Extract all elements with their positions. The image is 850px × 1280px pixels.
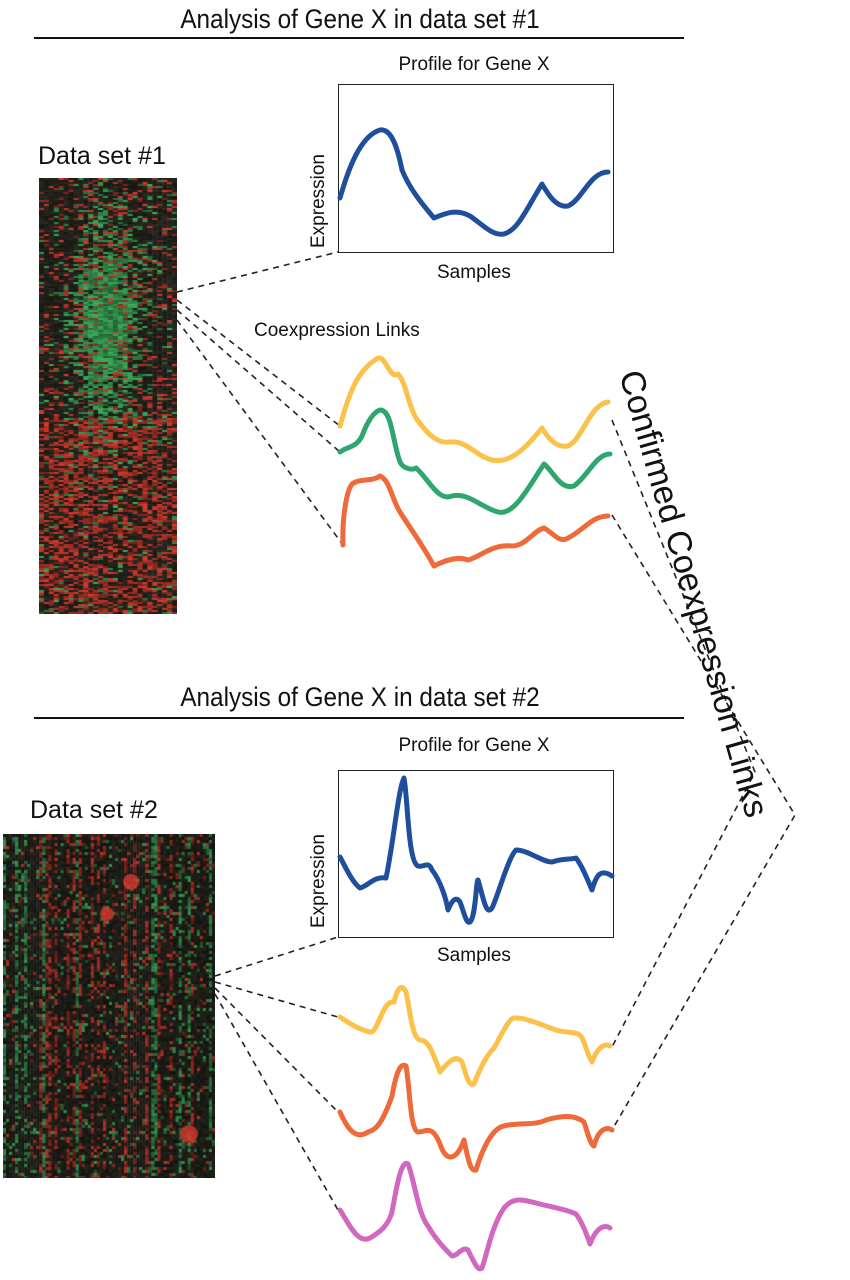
link-dataset1-to-green — [176, 309, 341, 453]
profile2-title: Profile for Gene X — [398, 735, 550, 756]
profile2-x-axis-label: Samples — [437, 945, 511, 966]
link-dataset2-to-yellow — [214, 981, 339, 1018]
coexpression-curve-green — [337, 407, 613, 515]
coexpression-curve-orange — [340, 473, 611, 569]
section1-rule — [34, 37, 684, 39]
profile1-title: Profile for Gene X — [398, 54, 550, 75]
link-dataset2-to-magenta — [214, 993, 339, 1211]
link-dataset2-to-profile — [214, 936, 339, 977]
coexpression-curve-yellow — [337, 355, 611, 464]
dataset2-heatmap — [3, 834, 215, 1178]
coexpression-links-label: Coexpression Links — [254, 320, 420, 341]
link-dataset1-to-orange — [176, 319, 344, 546]
coexpression-curve-magenta — [337, 1161, 613, 1272]
coexpression-curve-yellow-2 — [337, 984, 613, 1087]
profile1-x-axis-label: Samples — [437, 262, 511, 283]
profile1-curve — [337, 127, 611, 237]
section2-title: Analysis of Gene X in data set #2 — [180, 682, 540, 712]
coexpression-curve-orange-2 — [337, 1062, 615, 1173]
dataset2-label: Data set #2 — [30, 796, 158, 824]
profile1-frame — [338, 84, 614, 253]
section2-rule — [34, 717, 684, 719]
profile2-frame — [338, 770, 614, 938]
link-dataset2-to-orange — [214, 987, 339, 1113]
profile2-curve — [337, 775, 615, 925]
link-dataset1-to-profile — [176, 251, 339, 293]
dataset1-heatmap — [39, 178, 177, 614]
link-dataset1-to-yellow — [176, 299, 341, 427]
confirmed-link-orange — [611, 514, 796, 1131]
dataset1-label: Data set #1 — [38, 142, 166, 170]
section1-title: Analysis of Gene X in data set #1 — [180, 4, 540, 34]
confirmed-link-yellow — [611, 419, 756, 1048]
